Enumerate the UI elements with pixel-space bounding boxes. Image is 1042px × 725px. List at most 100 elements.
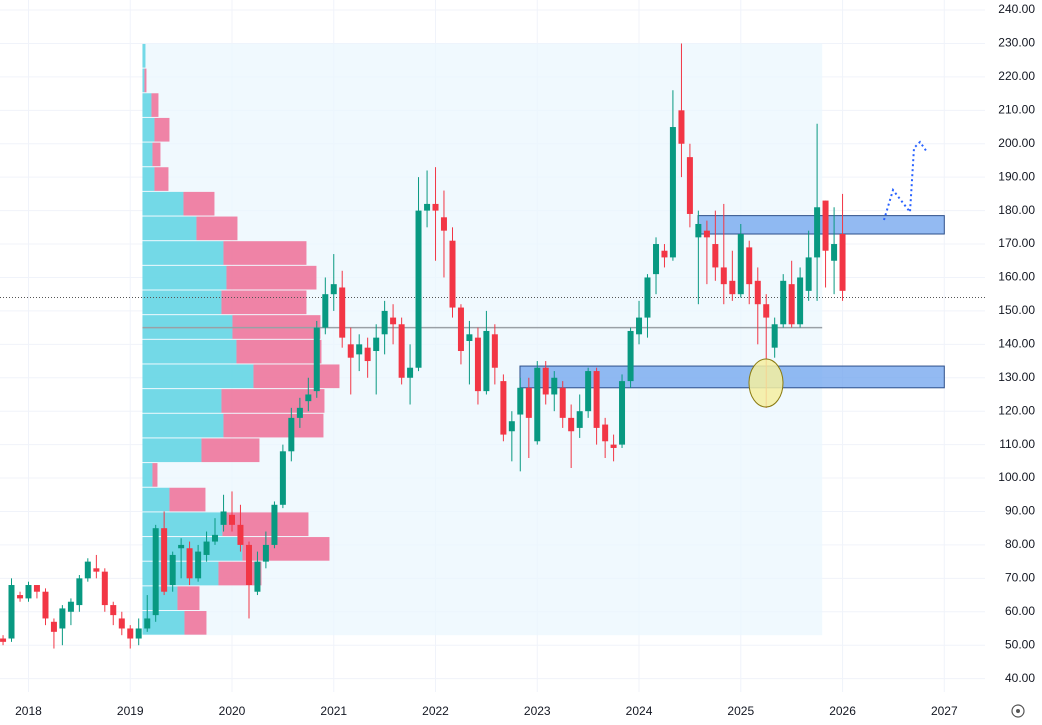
candle-body — [627, 330, 634, 382]
volume-down — [144, 68, 147, 93]
candle-body — [356, 344, 363, 355]
candle-body — [101, 571, 108, 606]
candle-body — [534, 367, 541, 442]
candle-body — [220, 511, 227, 525]
volume-up — [142, 142, 153, 167]
candle-body — [653, 244, 660, 275]
volume-down — [226, 265, 317, 290]
candle-body — [398, 324, 405, 378]
y-tick-label: 230.00 — [998, 36, 1035, 50]
candle-body — [432, 203, 439, 211]
y-tick-label: 40.00 — [1005, 671, 1035, 685]
volume-up — [142, 68, 145, 93]
candle-body — [720, 267, 727, 285]
candle-body — [771, 324, 778, 348]
volume-down — [223, 241, 307, 265]
candle-body — [407, 367, 414, 378]
volume-up — [142, 216, 197, 241]
settings-icon[interactable] — [1011, 704, 1025, 718]
volume-down — [223, 413, 324, 438]
volume-profile-area — [142, 43, 823, 636]
x-tick-label: 2024 — [626, 704, 653, 718]
candle-body — [305, 394, 312, 402]
x-tick-label: 2026 — [829, 704, 856, 718]
candle-body — [186, 548, 193, 579]
candle-body — [271, 504, 278, 545]
candle-body — [788, 284, 795, 325]
candle-body — [424, 203, 431, 211]
candle-body — [161, 528, 168, 592]
candle-body — [212, 534, 219, 542]
volume-up — [142, 339, 237, 364]
candle-body — [67, 601, 74, 612]
x-tick-label: 2021 — [320, 704, 347, 718]
candle-body — [703, 230, 710, 238]
volume-down — [152, 463, 158, 487]
x-tick-label: 2020 — [219, 704, 246, 718]
candle-body — [390, 317, 397, 325]
candle-body — [474, 337, 481, 392]
candle-body — [610, 444, 617, 448]
volume-down — [154, 167, 169, 191]
candle-body — [322, 294, 329, 328]
y-tick-label: 130.00 — [998, 370, 1035, 384]
candle-body — [831, 244, 838, 261]
candles — [0, 43, 846, 649]
candle-body — [339, 287, 346, 338]
volume-up — [142, 93, 152, 117]
volume-up — [142, 167, 155, 191]
x-tick-label: 2027 — [931, 704, 958, 718]
candle-body — [661, 250, 668, 258]
candle-body — [262, 544, 269, 562]
candle-body — [491, 334, 498, 368]
candle-body — [0, 638, 7, 642]
candle-body — [483, 330, 490, 392]
y-tick-label: 150.00 — [998, 303, 1035, 317]
volume-down — [221, 389, 325, 413]
y-tick-label: 110.00 — [999, 437, 1035, 451]
y-tick-label: 200.00 — [998, 136, 1035, 150]
candle-body — [712, 244, 719, 268]
candle-body — [619, 381, 626, 445]
candle-body — [466, 334, 473, 341]
y-tick-label: 220.00 — [998, 69, 1035, 83]
candle-body — [568, 417, 575, 432]
axes: 40.00 50.00 60.00 70.00 80.00 90.00 100.00 110.… — [15, 2, 1035, 718]
volume-up — [142, 265, 227, 290]
volume-up — [142, 487, 170, 512]
candle-body — [50, 621, 57, 632]
candle-body — [152, 528, 159, 616]
candle-body — [517, 387, 524, 415]
volume-down — [152, 142, 161, 167]
candle-body — [797, 277, 804, 325]
candle-body — [8, 585, 15, 639]
candle-body — [457, 307, 464, 352]
zone — [697, 215, 945, 235]
volume-up — [142, 389, 222, 413]
projection-arrow — [883, 140, 928, 221]
candle-body — [551, 377, 558, 395]
candle-body — [313, 327, 320, 392]
candle-body — [229, 514, 236, 525]
candle-body — [415, 210, 422, 368]
candle-body — [780, 280, 787, 325]
candle-body — [178, 544, 185, 549]
candle-body — [585, 371, 592, 412]
candle-body — [347, 344, 354, 358]
candle-body — [84, 561, 91, 579]
volume-down — [154, 117, 170, 142]
candle-body — [440, 217, 447, 231]
candle-body — [254, 561, 261, 592]
candle-body — [127, 628, 134, 639]
candle-body — [593, 371, 600, 428]
volume-down — [196, 216, 238, 241]
y-tick-label: 120.00 — [998, 403, 1035, 417]
y-tick-label: 140.00 — [998, 337, 1035, 351]
volume-down — [236, 339, 322, 364]
candle-body — [754, 280, 761, 305]
candle-body — [508, 421, 515, 432]
candle-body — [814, 207, 821, 258]
volume-up — [142, 241, 224, 265]
volume-down — [201, 438, 260, 463]
